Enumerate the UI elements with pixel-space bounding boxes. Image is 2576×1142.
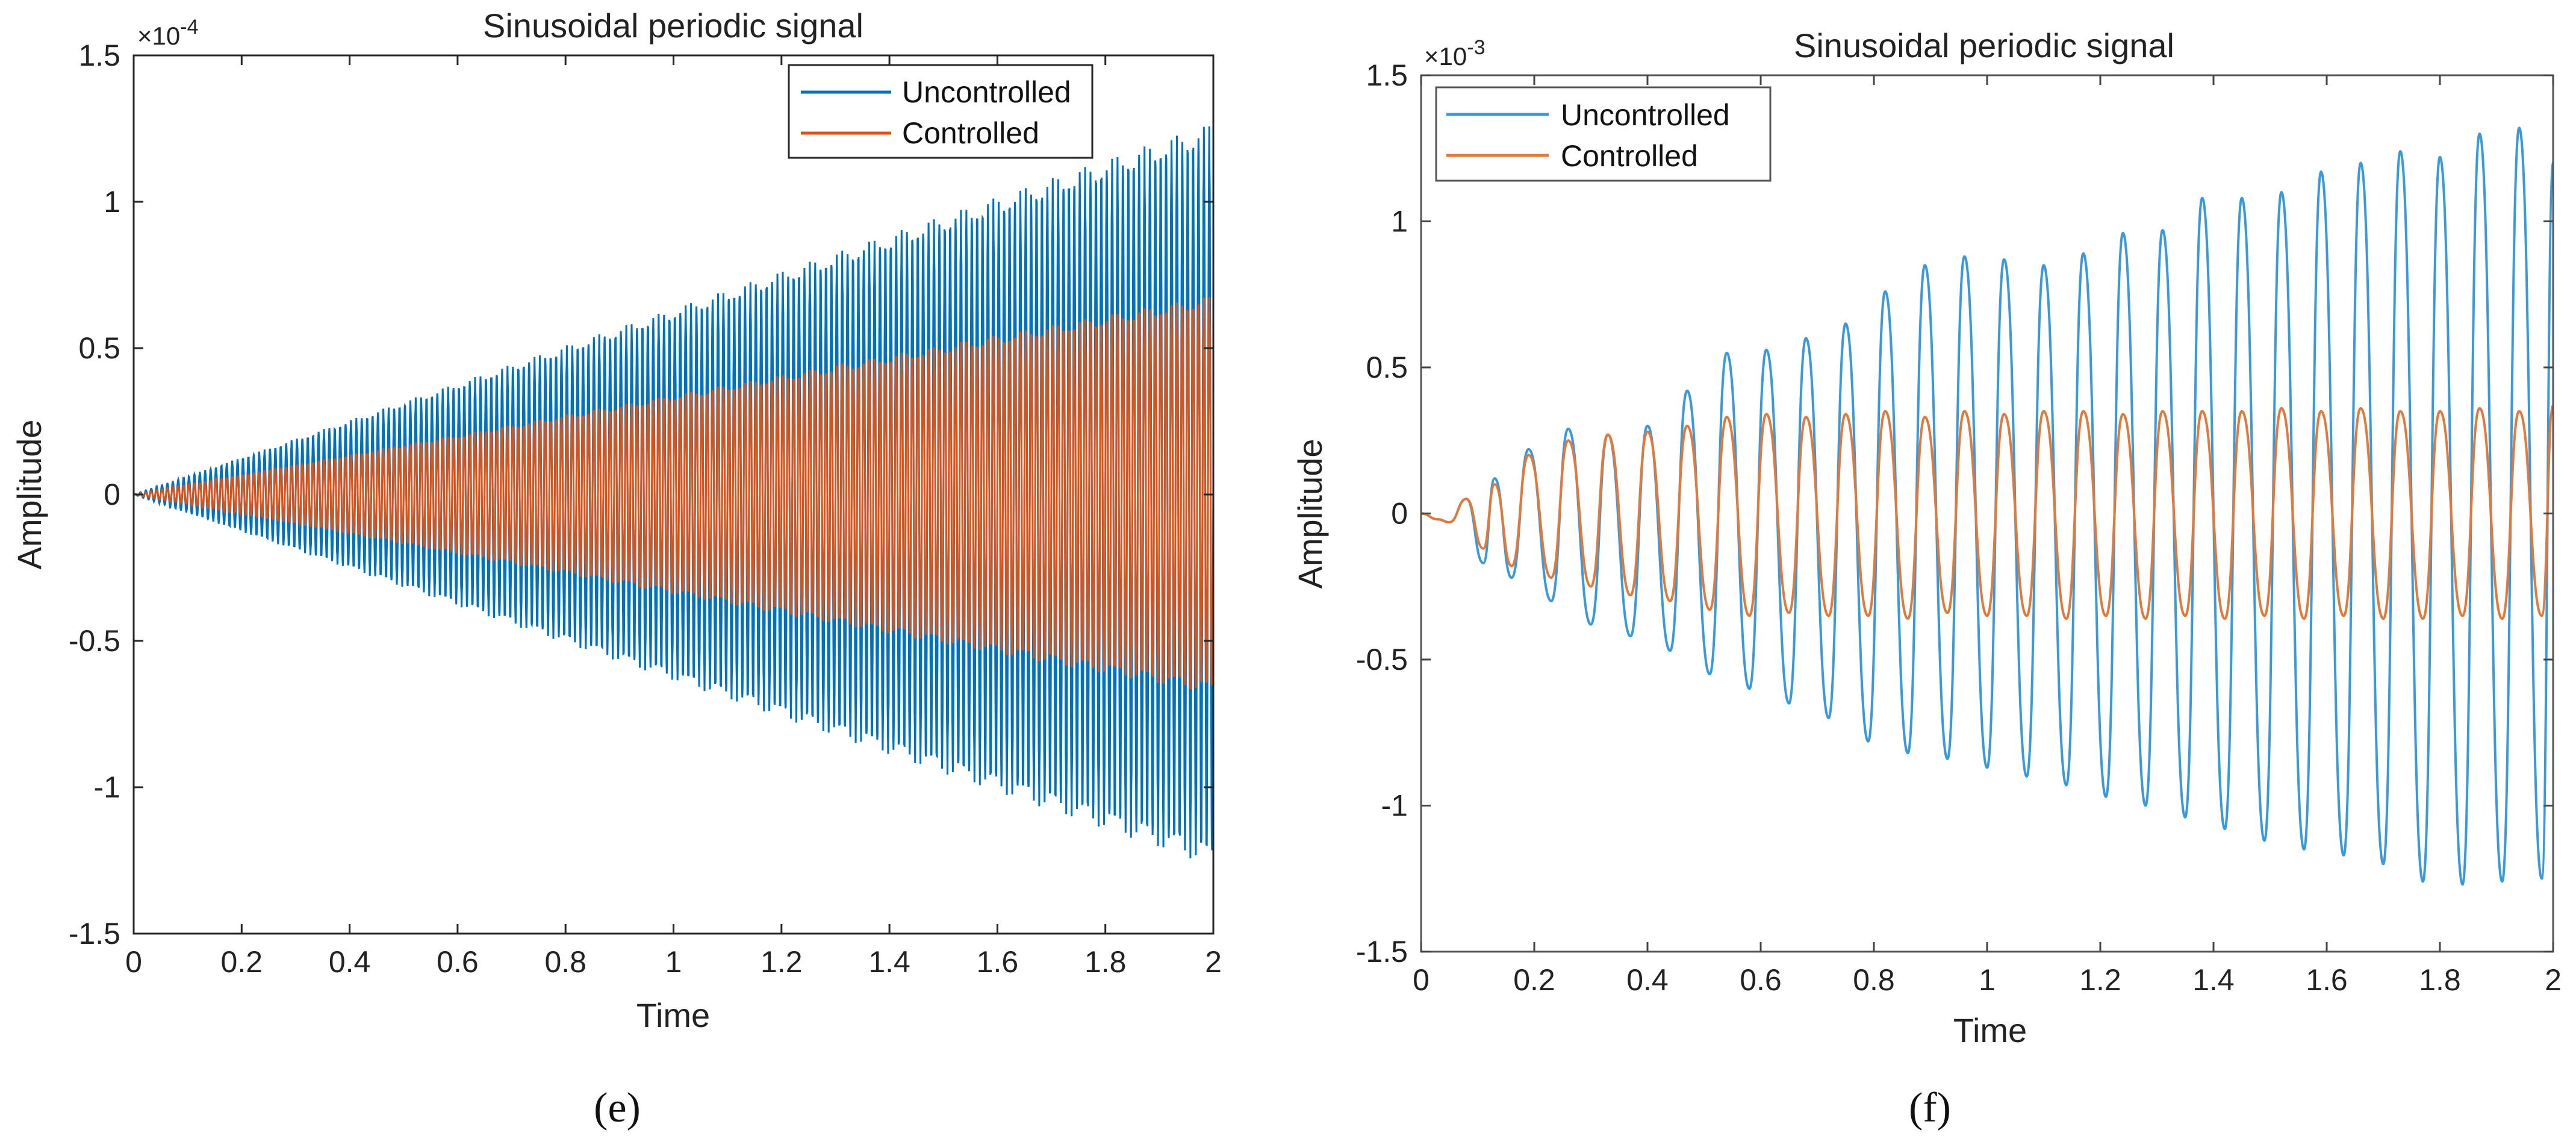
x-axis-label: Time [636, 996, 710, 1034]
y-tick-label: -1 [94, 770, 120, 804]
x-tick-label: 1 [1979, 963, 1996, 997]
legend-label-uncontrolled: Uncontrolled [902, 75, 1071, 109]
x-tick-label: 0.8 [1853, 963, 1895, 997]
panel-label-e: (e) [594, 1085, 641, 1131]
y-tick-label: 0 [104, 478, 120, 511]
x-tick-label: 1.6 [2306, 963, 2348, 997]
y-tick-label: 0.5 [1366, 351, 1408, 384]
x-tick-label: 0 [1413, 963, 1430, 997]
x-tick-label: 1.2 [2079, 963, 2121, 997]
y-tick-label: 0.5 [78, 331, 120, 365]
x-tick-label: 2 [1205, 945, 1222, 979]
y-exponent-power: -3 [1467, 36, 1485, 59]
series-group [133, 126, 1215, 859]
x-tick-label: 0.8 [544, 945, 586, 979]
y-tick-label: -1.5 [1356, 935, 1408, 969]
tick-group: 0 0.2 0.4 0.6 0.8 1 1.2 1.4 1.6 1.8 2 -1.5 -1 -0.5 0 0.… [1356, 58, 2562, 997]
legend-box [788, 64, 1094, 159]
y-tick-label: -1.5 [69, 917, 120, 950]
series-line-controlled [1420, 404, 2554, 620]
y-tick-label: 0 [1391, 497, 1408, 531]
x-tick-label: 0.4 [329, 945, 371, 979]
x-tick-label: 1.6 [977, 945, 1019, 979]
legend-label-uncontrolled: Uncontrolled [1561, 98, 1730, 132]
y-axis-label: Amplitude [1291, 438, 1329, 588]
chart-panel-f: 0 0.2 0.4 0.6 0.8 1 1.2 1.4 1.6 1.8 2 -1.5 -1 -0.5 0 0.… [1291, 27, 2562, 1131]
y-axis-label: Amplitude [10, 419, 48, 569]
legend: Uncontrolled Controlled [1435, 86, 1772, 182]
x-tick-label: 1.2 [761, 945, 803, 979]
x-tick-label: 2 [2545, 963, 2562, 997]
legend-box [1435, 86, 1772, 182]
y-exponent-power: -4 [180, 16, 198, 39]
y-exponent-label: ×10-4 [137, 16, 198, 50]
series-group [1420, 126, 2554, 886]
y-tick-label: -0.5 [69, 624, 120, 658]
x-tick-label: 0.6 [1740, 963, 1782, 997]
y-tick-label: -0.5 [1356, 643, 1408, 676]
series-line-uncontrolled [1420, 126, 2554, 886]
chart-panel-e: 0 0.2 0.4 0.6 0.8 1 1.2 1.4 1.6 1.8 2 -1.5 -1 -0.5 0 0.… [10, 7, 1222, 1131]
x-tick-label: 0 [125, 945, 142, 979]
legend-label-controlled: Controlled [902, 116, 1039, 150]
x-tick-label: 1.4 [868, 945, 910, 979]
x-tick-label: 1 [665, 945, 682, 979]
x-tick-label: 1.4 [2192, 963, 2235, 997]
x-tick-label: 0.6 [437, 945, 479, 979]
x-tick-label: 1.8 [2419, 963, 2461, 997]
x-tick-label: 0.2 [1513, 963, 1555, 997]
x-tick-label: 0.2 [221, 945, 263, 979]
tick-group: 0 0.2 0.4 0.6 0.8 1 1.2 1.4 1.6 1.8 2 -1.5 -1 -0.5 0 0.… [69, 39, 1222, 979]
plot-area [1421, 75, 2553, 952]
panel-label-f: (f) [1909, 1085, 1951, 1131]
y-tick-label: 1 [104, 185, 120, 219]
chart-title: Sinusoidal periodic signal [483, 7, 863, 45]
x-axis-label: Time [1953, 1011, 2027, 1049]
y-tick-label: 1.5 [1366, 58, 1408, 92]
series-line-controlled [134, 297, 1215, 690]
y-tick-label: -1 [1381, 789, 1408, 823]
legend: Uncontrolled Controlled [788, 64, 1094, 159]
y-exponent-base: ×10 [137, 22, 180, 50]
x-tick-label: 1.8 [1084, 945, 1127, 979]
x-tick-label: 0.4 [1626, 963, 1669, 997]
y-exponent-label: ×10-3 [1424, 36, 1485, 70]
chart-title: Sinusoidal periodic signal [1794, 27, 2174, 64]
y-exponent-base: ×10 [1424, 42, 1467, 70]
y-tick-label: 1 [1391, 205, 1408, 239]
y-tick-label: 1.5 [78, 39, 120, 72]
legend-label-controlled: Controlled [1561, 139, 1698, 173]
